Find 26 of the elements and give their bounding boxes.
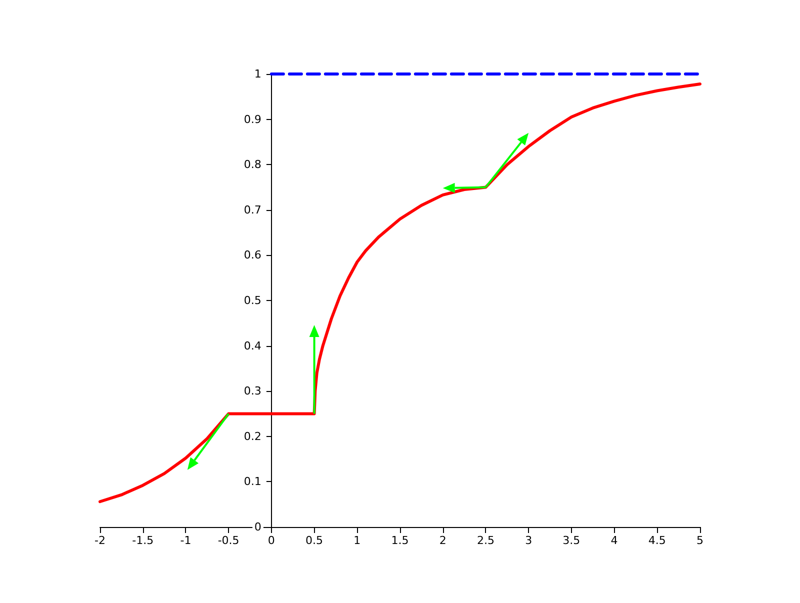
y-tick-label: 1 <box>254 68 262 80</box>
x-tick-label: 0 <box>268 534 275 547</box>
y-tick-label: 0.4 <box>244 339 262 352</box>
x-tick-label: 4.5 <box>648 534 666 547</box>
x-tick-label: 3 <box>525 534 532 547</box>
y-tick-label: 0.9 <box>244 112 262 126</box>
y-tick-label: 0.5 <box>244 294 262 307</box>
y-tick-label: 0 <box>254 520 262 534</box>
y-tick-label: 0.1 <box>244 475 262 488</box>
x-tick-label: -0.5 <box>218 534 240 547</box>
x-tick-label: 0.5 <box>306 534 324 547</box>
x-tick-label: -1.5 <box>132 534 154 547</box>
x-tick-label: 5 <box>696 534 704 547</box>
x-tick-label: 2 <box>439 534 446 547</box>
y-tick-label: 0.3 <box>244 384 262 398</box>
y-tick-label: 0.6 <box>244 248 262 262</box>
x-tick-label: 1 <box>354 534 361 547</box>
y-tick-label: 0.2 <box>244 430 262 443</box>
y-tick-label: 0.7 <box>244 203 262 216</box>
x-tick-label: 3.5 <box>562 534 580 547</box>
x-tick-label: 2.5 <box>476 534 494 547</box>
x-tick-label: -1 <box>180 534 192 547</box>
x-tick-label: -2 <box>94 534 106 547</box>
y-tick-label: 0.8 <box>244 158 262 172</box>
x-tick-label: 4 <box>610 534 618 547</box>
x-tick-label: 1.5 <box>391 534 409 547</box>
